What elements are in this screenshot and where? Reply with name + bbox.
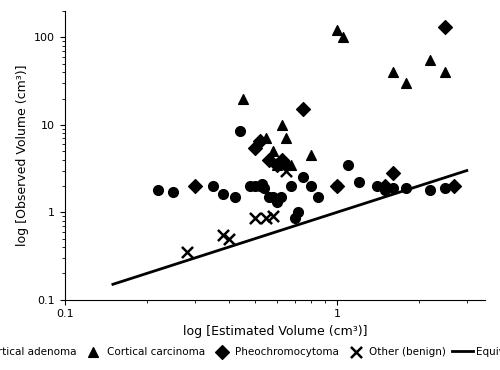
Cortical adenoma <box>154 187 162 193</box>
Cortical carcinoma <box>333 27 341 33</box>
Cortical carcinoma <box>426 57 434 63</box>
Pheochromocytoma <box>272 162 280 168</box>
Other (benign) <box>225 236 233 242</box>
Pheochromocytoma <box>278 157 286 162</box>
Legend: Cortical adenoma, Cortical carcinoma, Pheochromocytoma, Other (benign), Equivale: Cortical adenoma, Cortical carcinoma, Ph… <box>0 343 500 361</box>
Pheochromocytoma <box>442 24 450 30</box>
Cortical adenoma <box>258 181 266 187</box>
Cortical adenoma <box>218 191 226 197</box>
Pheochromocytoma <box>251 145 259 151</box>
Cortical adenoma <box>264 194 272 200</box>
Cortical adenoma <box>402 185 410 191</box>
Cortical adenoma <box>236 128 244 134</box>
Cortical adenoma <box>388 185 396 191</box>
Cortical carcinoma <box>272 162 280 168</box>
Cortical carcinoma <box>388 69 396 75</box>
Cortical adenoma <box>268 194 276 200</box>
Cortical carcinoma <box>442 69 450 75</box>
Pheochromocytoma <box>264 157 272 162</box>
Cortical carcinoma <box>262 135 270 141</box>
Pheochromocytoma <box>256 138 264 144</box>
Pheochromocytoma <box>191 183 199 189</box>
Cortical adenoma <box>299 175 307 181</box>
Cortical carcinoma <box>402 80 410 86</box>
Other (benign) <box>262 215 270 221</box>
Pheochromocytoma <box>299 107 307 112</box>
Pheochromocytoma <box>333 183 341 189</box>
Other (benign) <box>268 213 276 219</box>
Y-axis label: log [Observed Volume (cm³)]: log [Observed Volume (cm³)] <box>16 65 28 246</box>
Pheochromocytoma <box>381 183 389 189</box>
Cortical carcinoma <box>278 122 286 128</box>
Cortical carcinoma <box>268 148 276 154</box>
Cortical carcinoma <box>238 95 246 101</box>
Cortical adenoma <box>276 194 284 200</box>
Cortical adenoma <box>344 162 352 168</box>
Cortical adenoma <box>246 183 254 189</box>
Cortical adenoma <box>306 183 314 189</box>
Other (benign) <box>282 168 290 174</box>
Cortical adenoma <box>256 183 264 189</box>
Other (benign) <box>218 232 226 238</box>
Cortical adenoma <box>260 185 268 191</box>
Other (benign) <box>182 249 190 255</box>
Cortical adenoma <box>381 187 389 193</box>
Cortical adenoma <box>209 183 217 189</box>
Cortical adenoma <box>333 183 341 189</box>
Pheochromocytoma <box>450 183 458 189</box>
Cortical adenoma <box>169 189 177 195</box>
Cortical carcinoma <box>339 34 347 40</box>
Other (benign) <box>251 215 259 221</box>
Cortical adenoma <box>373 183 381 189</box>
Cortical carcinoma <box>306 152 314 158</box>
Cortical carcinoma <box>288 162 296 168</box>
Cortical adenoma <box>442 185 450 191</box>
X-axis label: log [Estimated Volume (cm³)]: log [Estimated Volume (cm³)] <box>183 325 367 338</box>
Cortical adenoma <box>294 209 302 215</box>
Cortical adenoma <box>314 194 322 200</box>
Cortical carcinoma <box>282 135 290 141</box>
Cortical adenoma <box>354 179 362 185</box>
Cortical adenoma <box>291 215 299 221</box>
Pheochromocytoma <box>388 170 396 176</box>
Cortical adenoma <box>426 187 434 193</box>
Cortical adenoma <box>230 194 238 200</box>
Cortical adenoma <box>288 183 296 189</box>
Cortical adenoma <box>251 183 259 189</box>
Cortical adenoma <box>272 199 280 205</box>
Cortical adenoma <box>282 162 290 168</box>
